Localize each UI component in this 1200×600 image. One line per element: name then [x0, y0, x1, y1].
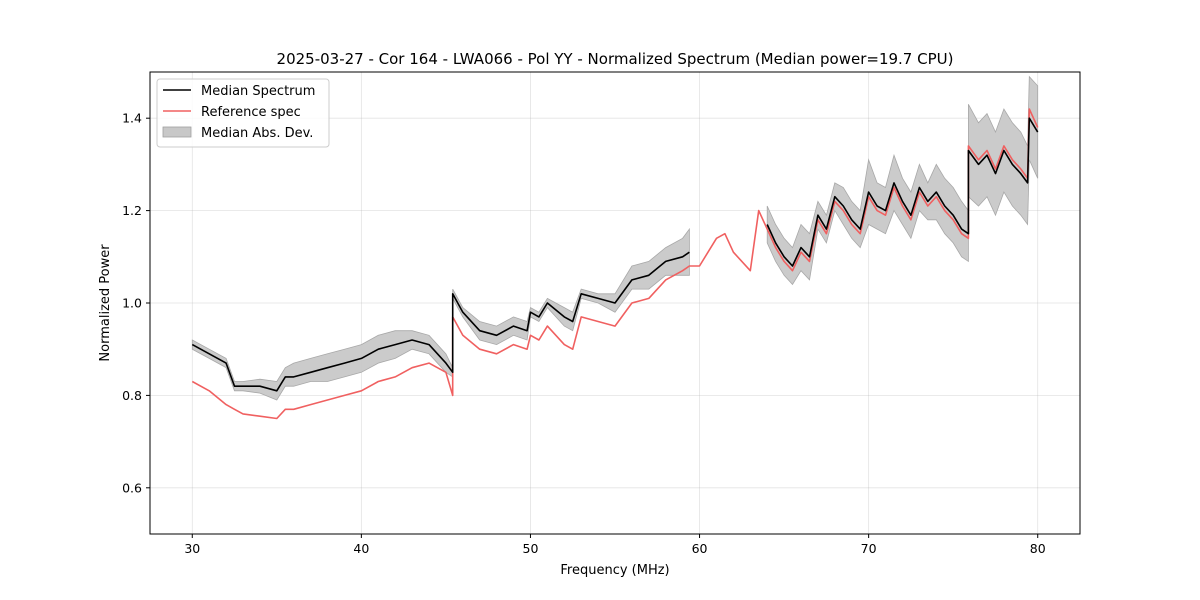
series-layer: [191, 108, 1039, 420]
y-tick-label: 1.0: [122, 296, 142, 311]
x-axis-ticks: 30 40 50 60 70 80: [184, 534, 1046, 556]
chart-title: 2025-03-27 - Cor 164 - LWA066 - Pol YY -…: [277, 50, 954, 68]
x-tick-label: 70: [861, 541, 877, 556]
y-tick-label: 1.4: [122, 111, 142, 126]
y-axis-label: Normalized Power: [98, 244, 113, 362]
y-tick-label: 0.6: [122, 480, 142, 495]
x-tick-label: 50: [523, 541, 539, 556]
y-axis-ticks: 0.6 0.8 1.0 1.2 1.4: [122, 111, 150, 495]
legend: Median Spectrum Reference spec Median Ab…: [156, 78, 330, 148]
legend-mad-label: Median Abs. Dev.: [201, 126, 313, 141]
mad-band: [766, 75, 1039, 286]
legend-mad-swatch: [162, 126, 192, 138]
legend-median-label: Median Spectrum: [201, 84, 315, 99]
x-tick-label: 80: [1030, 541, 1046, 556]
y-tick-label: 0.8: [122, 388, 142, 403]
mad-band: [191, 227, 690, 401]
reference-spectrum-line: [191, 108, 1039, 420]
x-axis-label: Frequency (MHz): [560, 563, 669, 578]
legend-frame: [156, 78, 330, 148]
x-tick-label: 30: [184, 541, 200, 556]
x-tick-label: 40: [353, 541, 369, 556]
x-tick-label: 60: [692, 541, 708, 556]
median-spectrum-line: [766, 117, 1039, 267]
median-spectrum-line: [191, 251, 690, 392]
y-tick-label: 1.2: [122, 203, 142, 218]
mad-band-layer: [191, 75, 1039, 401]
legend-reference-label: Reference spec: [201, 105, 301, 120]
